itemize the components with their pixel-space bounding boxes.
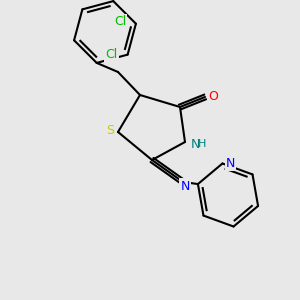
Text: N: N: [180, 179, 190, 193]
Text: Cl: Cl: [114, 15, 126, 28]
Text: N: N: [190, 137, 200, 151]
Text: N: N: [226, 157, 235, 170]
Text: S: S: [106, 124, 114, 136]
Text: Cl: Cl: [106, 48, 118, 61]
Text: H: H: [198, 139, 206, 149]
Text: O: O: [208, 89, 218, 103]
